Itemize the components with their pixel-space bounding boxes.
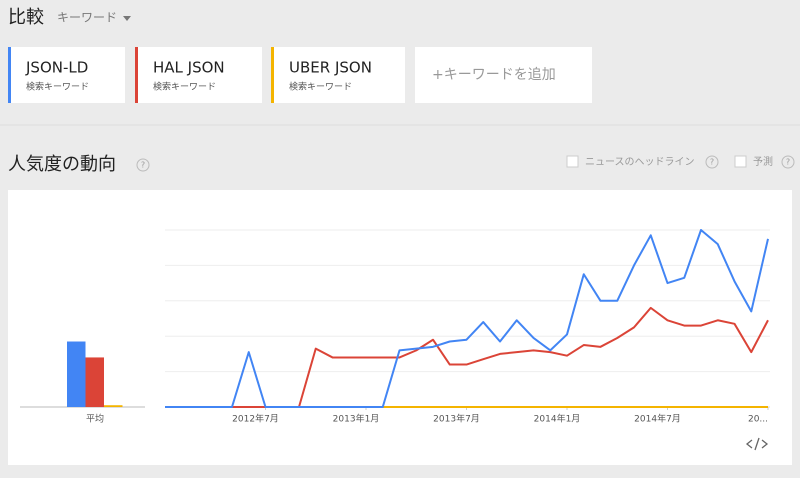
help-icon[interactable]	[136, 158, 150, 172]
keyword-color	[271, 47, 274, 103]
keyword-name: HAL JSON	[153, 59, 225, 77]
x-tick-label: 2014年7月	[634, 413, 681, 425]
average-bar	[67, 341, 86, 407]
keyword-name: UBER JSON	[289, 59, 372, 77]
x-tick-label: 2013年1月	[333, 413, 380, 425]
chart: 2012年7月 2013年1月 2013年7月 2014年1月 2014年7月 20...…	[20, 229, 770, 425]
section-title: 人気度の動向	[8, 154, 116, 175]
add-keyword[interactable]: +キーワードを追加	[432, 67, 556, 83]
keyword-kind: 検索キーワード	[153, 81, 216, 93]
add-keyword-card[interactable]	[415, 47, 592, 103]
average-bar	[104, 405, 123, 407]
keyword-card[interactable]	[271, 47, 405, 103]
help-icon[interactable]	[781, 155, 795, 169]
help-icon[interactable]	[705, 155, 719, 169]
keyword-color	[8, 47, 11, 103]
keyword-kind: 検索キーワード	[289, 81, 352, 93]
keyword-cards: JSON-LD 検索キーワード HAL JSON 検索キーワード UBER JSON 検索…	[8, 47, 405, 103]
checkbox[interactable]	[566, 155, 579, 168]
series-line	[165, 229, 769, 408]
header-title: 比較	[8, 7, 44, 28]
average-label: 平均	[86, 413, 104, 425]
keyword-card[interactable]	[135, 47, 262, 103]
keyword-card[interactable]	[8, 47, 125, 103]
option-label[interactable]: 予測	[753, 155, 773, 168]
help-icon-text[interactable]: ?	[786, 158, 790, 167]
average-bar	[85, 357, 104, 407]
help-icon-text[interactable]: ?	[141, 161, 145, 170]
x-tick-label: 20...	[748, 415, 768, 425]
x-tick-label: 2012年7月	[232, 413, 279, 425]
keyword-name: JSON-LD	[25, 59, 88, 77]
checkbox[interactable]	[734, 155, 747, 168]
embed-icon[interactable]	[745, 437, 769, 451]
keyword-color	[135, 47, 138, 103]
x-tick-label: 2013年7月	[433, 413, 480, 425]
dropdown-arrow[interactable]	[123, 16, 131, 21]
option-label[interactable]: ニュースのヘッドライン	[585, 156, 695, 168]
help-icon-text[interactable]: ?	[710, 158, 714, 167]
x-tick-label: 2014年1月	[534, 413, 581, 425]
mode-select[interactable]: キーワード	[57, 11, 117, 25]
keyword-kind: 検索キーワード	[26, 81, 89, 93]
chart-panel	[8, 190, 792, 465]
